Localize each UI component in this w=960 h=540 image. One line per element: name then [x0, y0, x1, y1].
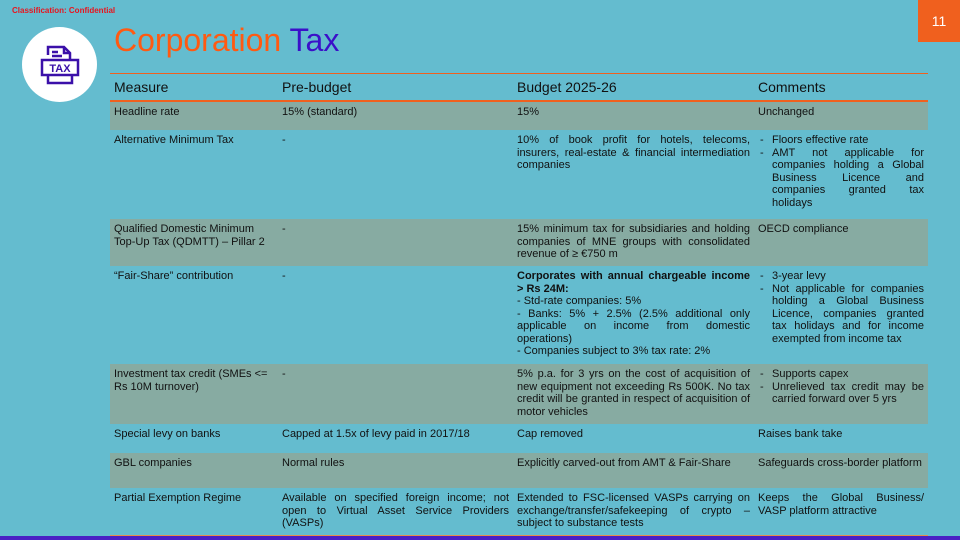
measure-cell: Partial Exemption Regime [110, 488, 278, 537]
tax-logo: TAX [22, 27, 97, 102]
measure-cell: GBL companies [110, 453, 278, 488]
budget-cell: 15% [513, 101, 754, 130]
comment-bullet: 3-year levy [758, 270, 924, 283]
measure-cell: Investment tax credit (SMEs <= Rs 10M tu… [110, 364, 278, 424]
page-number: 11 [918, 0, 960, 42]
pre-budget-cell: Available on specified foreign income; n… [278, 488, 513, 537]
measure-cell: Alternative Minimum Tax [114, 134, 234, 146]
bottom-bar [0, 536, 960, 540]
comments-cell: Keeps the Global Business/ VASP platform… [754, 488, 928, 537]
comments-cell: Floors effective rateAMT not applicable … [754, 130, 928, 219]
budget-cell: Extended to FSC-licensed VASPs carrying … [513, 488, 754, 537]
title-part1: Corporation [114, 22, 282, 58]
measure-cell: Qualified Domestic Minimum Top-Up Tax (Q… [110, 219, 278, 266]
budget-cell: 5% p.a. for 3 yrs on the cost of acquisi… [513, 364, 754, 424]
comment-bullet: Unrelieved tax credit may be carried for… [758, 381, 924, 406]
comments-cell: Supports capexUnrelieved tax credit may … [754, 364, 928, 424]
budget-cell: 10% of book profit for hotels, telecoms,… [517, 134, 750, 171]
pre-budget-cell: - [278, 364, 513, 424]
budget-cell: Cap removed [517, 428, 584, 440]
tax-table: Measure Pre-budget Budget 2025-26 Comments … [110, 73, 928, 537]
classification-label: Classification: Confidential [12, 6, 116, 15]
page-title: Corporation Tax [114, 22, 339, 59]
measure-cell: Headline rate [110, 101, 278, 130]
table-row: Qualified Domestic Minimum Top-Up Tax (Q… [110, 219, 928, 266]
comment-text: Safeguards cross-border platform [758, 457, 922, 469]
comment-bullet: AMT not applicable for companies holding… [758, 147, 924, 210]
comment-bullet: Floors effective rate [758, 134, 924, 147]
comment-text: Raises bank take [758, 428, 843, 440]
comments-cell: Raises bank take [754, 424, 928, 453]
budget-line: - Banks: 5% + 2.5% (2.5% additional only… [517, 307, 750, 345]
comment-bullet: Not applicable for companies holding a G… [758, 283, 924, 346]
pre-budget-cell: Normal rules [278, 453, 513, 488]
table-row: Headline rate 15% (standard) 15% Unchanged [110, 101, 928, 130]
budget-cell: 15% minimum tax for subsidiaries and hol… [513, 219, 754, 266]
comment-text: Keeps the Global Business/ VASP platform… [758, 492, 924, 517]
measure-cell: Special levy on banks [114, 428, 221, 440]
table-row: Alternative Minimum Tax - 10% of book prof… [110, 130, 928, 219]
pre-budget-cell: 15% (standard) [278, 101, 513, 130]
column-header: Measure [110, 73, 278, 102]
comments-cell: OECD compliance [754, 219, 928, 266]
pre-budget-cell: Capped at 1.5x of levy paid in 2017/18 [282, 428, 470, 440]
header-row: Measure Pre-budget Budget 2025-26 Comments [110, 73, 928, 102]
budget-cell: Explicitly carved-out from AMT & Fair-Sh… [513, 453, 754, 488]
comments-cell: 3-year levyNot applicable for companies … [754, 266, 928, 364]
comment-bullet: Supports capex [758, 368, 924, 381]
svg-text:TAX: TAX [49, 63, 71, 75]
table-row: Investment tax credit (SMEs <= Rs 10M tu… [110, 364, 928, 424]
comment-text: Unchanged [758, 106, 815, 118]
pre-budget-cell: - [282, 134, 286, 146]
table-row: “Fair-Share” contribution - Corporates wit… [110, 266, 928, 364]
pre-budget-cell: - [278, 219, 513, 266]
comment-text: OECD compliance [758, 223, 849, 235]
table-row: Partial Exemption Regime Available on spe… [110, 488, 928, 537]
column-header: Comments [754, 73, 928, 102]
budget-cell: Corporates with annual chargeable income… [513, 266, 754, 364]
tax-document-icon: TAX [40, 45, 79, 84]
column-header: Pre-budget [278, 73, 513, 102]
pre-budget-cell: - [282, 270, 286, 282]
comments-cell: Unchanged [754, 101, 928, 130]
budget-line: - Companies subject to 3% tax rate: 2% [517, 345, 711, 357]
budget-line: - Std-rate companies: 5% [517, 295, 642, 307]
table-row: GBL companies Normal rules Explicitly carv… [110, 453, 928, 488]
measure-cell: “Fair-Share” contribution [114, 270, 234, 282]
comments-cell: Safeguards cross-border platform [754, 453, 928, 488]
title-part2: Tax [289, 22, 340, 58]
budget-heading: Corporates with annual chargeable income… [517, 270, 750, 295]
table-row: Special levy on banks Capped at 1.5x of l… [110, 424, 928, 453]
column-header: Budget 2025-26 [513, 73, 754, 102]
